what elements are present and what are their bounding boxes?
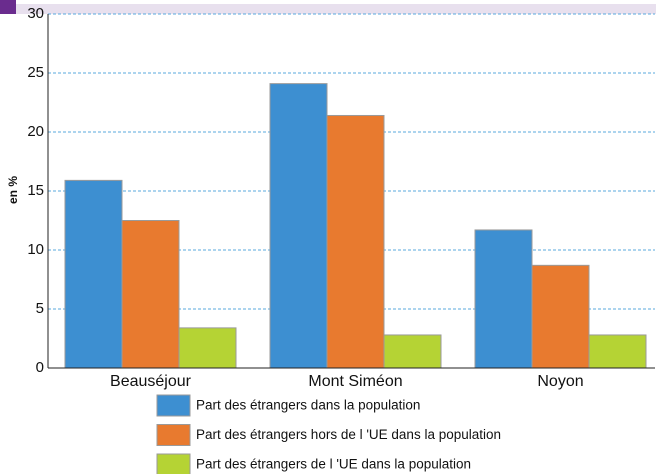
bar xyxy=(326,114,385,369)
y-tick-label: 25 xyxy=(27,64,44,81)
legend-label: Part des étrangers de l 'UE dans la popu… xyxy=(196,457,471,472)
y-tick-label: 10 xyxy=(27,241,44,258)
y-tick-label: 5 xyxy=(36,300,44,317)
legend-swatch xyxy=(156,424,191,446)
bar xyxy=(269,83,328,369)
bar xyxy=(121,220,180,369)
bar xyxy=(531,264,590,369)
header-band xyxy=(16,4,656,14)
y-tick-label: 20 xyxy=(27,123,44,140)
legend-swatch xyxy=(156,394,191,417)
legend-label: Part des étrangers hors de l 'UE dans la… xyxy=(196,427,501,442)
legend-swatch xyxy=(156,453,191,474)
x-tick-label: Noyon xyxy=(537,373,583,390)
x-tick-label: Mont Siméon xyxy=(308,373,402,390)
y-tick-label: 30 xyxy=(27,5,44,22)
x-tick-label: Beauséjour xyxy=(110,373,192,390)
corner-badge xyxy=(0,0,16,14)
bar xyxy=(474,229,533,369)
legend-label: Part des étrangers dans la population xyxy=(196,398,420,413)
y-tick-label: 15 xyxy=(27,182,44,199)
bar xyxy=(64,179,123,369)
y-axis-label: en % xyxy=(6,176,20,204)
bar xyxy=(383,334,442,369)
bar xyxy=(178,327,237,369)
bar xyxy=(588,334,647,369)
y-tick-label: 0 xyxy=(36,359,44,376)
